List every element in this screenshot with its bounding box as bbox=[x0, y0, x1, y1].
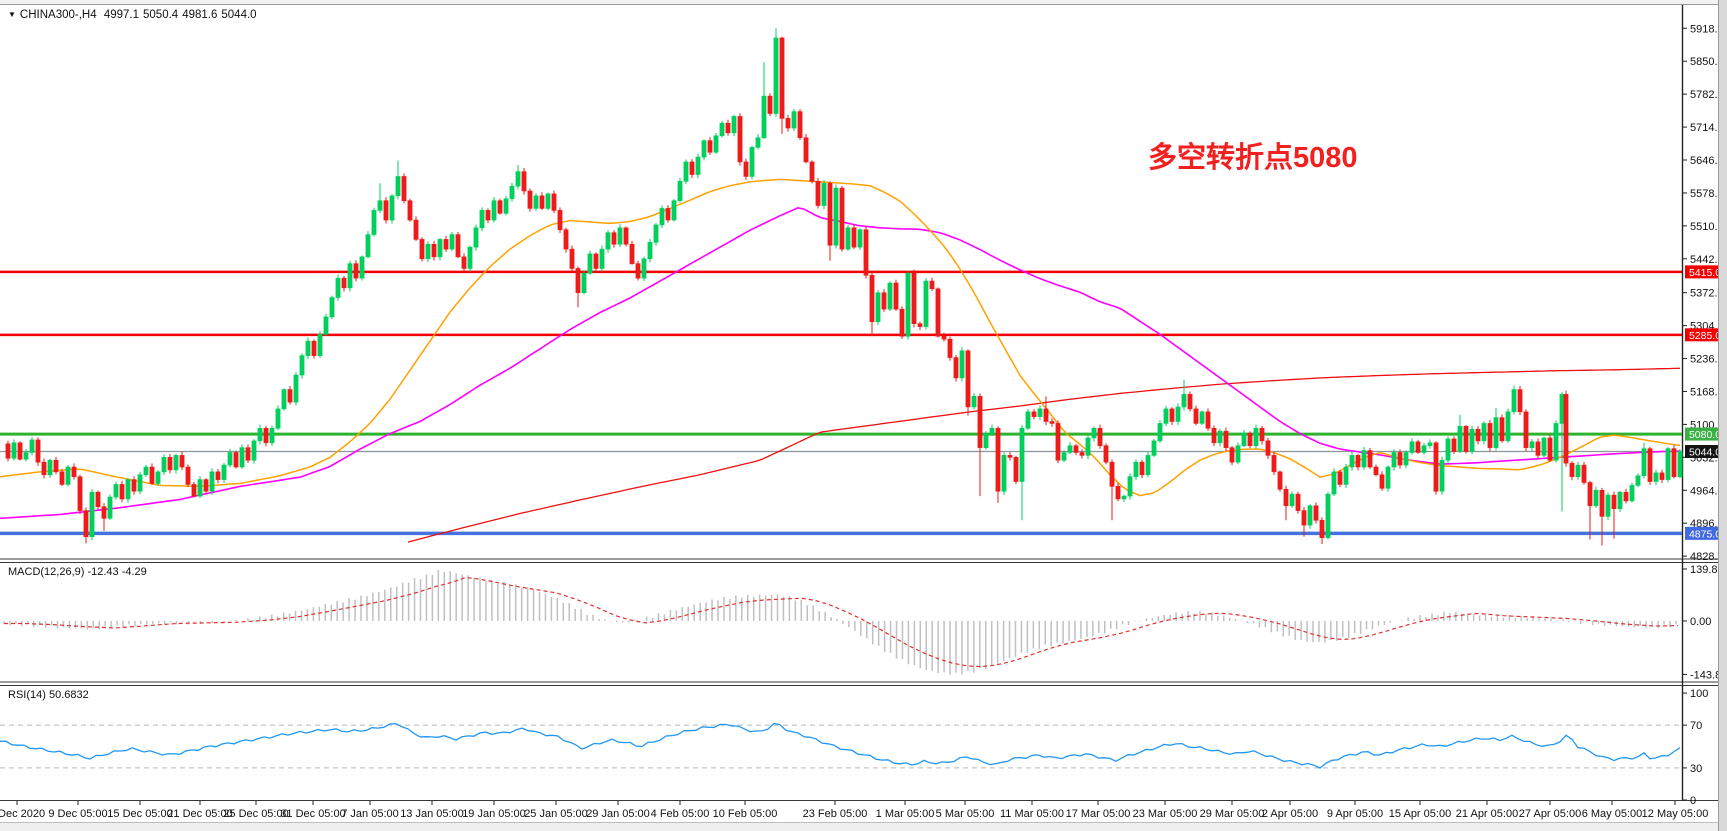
ohlc-low: 4981.6 bbox=[182, 9, 218, 21]
svg-text:0: 0 bbox=[1690, 795, 1696, 807]
svg-text:5782.0: 5782.0 bbox=[1690, 89, 1724, 101]
svg-text:1 Mar 05:00: 1 Mar 05:00 bbox=[876, 808, 935, 820]
svg-text:27 Apr 05:00: 27 Apr 05:00 bbox=[1519, 808, 1581, 820]
svg-text:29 Mar 05:00: 29 Mar 05:00 bbox=[1200, 808, 1265, 820]
svg-text:4828.0: 4828.0 bbox=[1690, 551, 1724, 563]
svg-text:11 Mar 05:00: 11 Mar 05:00 bbox=[1000, 808, 1064, 820]
symbol-timeframe-label: CHINA300-,H4 bbox=[19, 9, 97, 21]
price-badge-5415.0: 5415.0 bbox=[1685, 265, 1725, 279]
svg-text:5510.0: 5510.0 bbox=[1690, 221, 1724, 233]
svg-text:23 Feb 05:00: 23 Feb 05:00 bbox=[803, 808, 868, 820]
svg-text:15 Apr 05:00: 15 Apr 05:00 bbox=[1389, 808, 1451, 820]
svg-text:4875.0: 4875.0 bbox=[1689, 528, 1721, 540]
ma-red-line bbox=[407, 367, 1681, 543]
svg-text:-143.82: -143.82 bbox=[1690, 669, 1727, 681]
svg-text:9 Apr 05:00: 9 Apr 05:00 bbox=[1327, 808, 1383, 820]
svg-text:5578.0: 5578.0 bbox=[1690, 188, 1724, 200]
svg-text:5415.0: 5415.0 bbox=[1689, 267, 1721, 279]
svg-text:4964.0: 4964.0 bbox=[1690, 485, 1724, 497]
price-badge-5285.0: 5285.0 bbox=[1685, 328, 1725, 342]
svg-text:5442.0: 5442.0 bbox=[1690, 254, 1724, 266]
svg-text:5714.0: 5714.0 bbox=[1690, 122, 1724, 134]
svg-text:17 Mar 05:00: 17 Mar 05:00 bbox=[1066, 808, 1131, 820]
ohlc-open: 4997.1 bbox=[103, 9, 140, 21]
svg-text:5 Mar 05:00: 5 Mar 05:00 bbox=[936, 808, 995, 820]
annotation-text: 多空转折点5080 bbox=[1148, 142, 1358, 174]
svg-text:100: 100 bbox=[1690, 688, 1708, 700]
svg-text:5080.0: 5080.0 bbox=[1689, 429, 1721, 441]
svg-text:13 Jan 05:00: 13 Jan 05:00 bbox=[400, 808, 464, 820]
svg-text:5044.0: 5044.0 bbox=[1689, 447, 1721, 459]
svg-text:21 Dec 05:00: 21 Dec 05:00 bbox=[167, 808, 232, 820]
svg-text:4 Feb 05:00: 4 Feb 05:00 bbox=[651, 808, 710, 820]
svg-text:5646.0: 5646.0 bbox=[1690, 155, 1724, 167]
rsi-line bbox=[0, 722, 1681, 769]
svg-text:139.86: 139.86 bbox=[1690, 564, 1724, 576]
svg-text:3 Dec 2020: 3 Dec 2020 bbox=[0, 808, 45, 820]
price-axis: 5918.0 5850.0 5782.0 5714.0 5646.0 5578.0 5510… bbox=[1682, 23, 1725, 563]
svg-text:30: 30 bbox=[1690, 763, 1702, 775]
price-badge-4875.0: 4875.0 bbox=[1685, 526, 1725, 540]
svg-text:2 Apr 05:00: 2 Apr 05:00 bbox=[1262, 808, 1318, 820]
svg-text:23 Mar 05:00: 23 Mar 05:00 bbox=[1133, 808, 1198, 820]
svg-text:6 May 05:00: 6 May 05:00 bbox=[1582, 808, 1643, 820]
svg-text:5168.0: 5168.0 bbox=[1690, 386, 1724, 398]
svg-text:7 Jan 05:00: 7 Jan 05:00 bbox=[341, 808, 399, 820]
svg-text:5285.0: 5285.0 bbox=[1689, 330, 1721, 342]
svg-text:5918.0: 5918.0 bbox=[1690, 23, 1724, 35]
svg-text:19 Jan 05:00: 19 Jan 05:00 bbox=[462, 808, 526, 820]
svg-text:15 Dec 05:00: 15 Dec 05:00 bbox=[107, 808, 172, 820]
svg-text:29 Jan 05:00: 29 Jan 05:00 bbox=[586, 808, 650, 820]
vertical-scrollbar[interactable] bbox=[1718, 0, 1727, 831]
price-badge-5044.0: 5044.0 bbox=[1685, 445, 1725, 459]
svg-text:5372.0: 5372.0 bbox=[1690, 288, 1724, 300]
svg-text:70: 70 bbox=[1690, 720, 1702, 732]
price-badge-5080.0: 5080.0 bbox=[1685, 427, 1725, 441]
rsi-panel[interactable] bbox=[0, 722, 1682, 769]
chart-title: ▼ CHINA300-,H4 4997.1 5050.4 4981.6 5044.0 bbox=[8, 9, 261, 21]
macd-panel[interactable] bbox=[3, 569, 1679, 675]
rsi-axis: 100 70 30 0 bbox=[1682, 688, 1708, 807]
collapse-chevron-icon[interactable]: ▼ bbox=[8, 10, 16, 19]
ohlc-close: 5044.0 bbox=[221, 9, 257, 21]
macd-signal-line bbox=[4, 576, 1679, 668]
svg-text:10 Feb 05:00: 10 Feb 05:00 bbox=[713, 808, 778, 820]
window-top-border bbox=[0, 0, 1727, 5]
svg-text:5236.0: 5236.0 bbox=[1690, 354, 1724, 366]
panel-separators bbox=[0, 5, 1727, 801]
macd-indicator-label: MACD(12,26,9) -12.43 -4.29 bbox=[8, 566, 147, 578]
rsi-indicator-label: RSI(14) 50.6832 bbox=[8, 689, 89, 701]
bottom-window-strip bbox=[0, 822, 1727, 831]
svg-text:9 Dec 05:00: 9 Dec 05:00 bbox=[48, 808, 107, 820]
candles-layer[interactable] bbox=[5, 28, 1683, 546]
svg-text:5850.0: 5850.0 bbox=[1690, 56, 1724, 68]
ohlc-high: 5050.4 bbox=[143, 9, 179, 21]
svg-text:25 Dec 05:00: 25 Dec 05:00 bbox=[223, 808, 288, 820]
svg-text:12 May 05:00: 12 May 05:00 bbox=[1642, 808, 1709, 820]
svg-text:0.00: 0.00 bbox=[1690, 616, 1711, 628]
horizontal-levels bbox=[0, 270, 1682, 536]
ma-magenta-line bbox=[0, 206, 1681, 520]
macd-axis: 139.86 0.00 -143.82 bbox=[1682, 564, 1727, 681]
svg-text:21 Apr 05:00: 21 Apr 05:00 bbox=[1456, 808, 1518, 820]
svg-text:25 Jan 05:00: 25 Jan 05:00 bbox=[524, 808, 588, 820]
svg-text:31 Dec 05:00: 31 Dec 05:00 bbox=[280, 808, 345, 820]
